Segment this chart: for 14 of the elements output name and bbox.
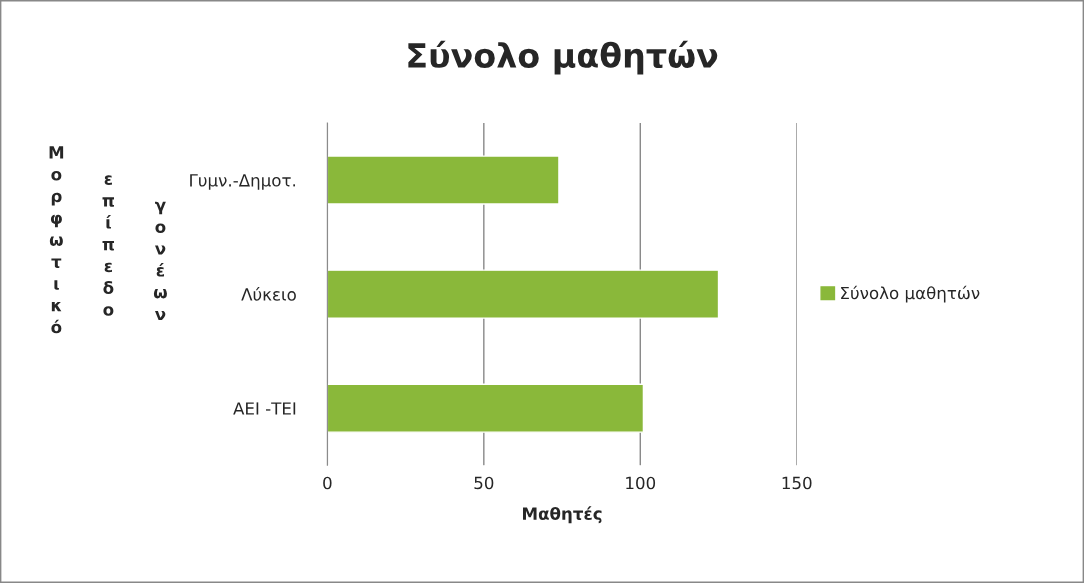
y-tick-label: Γυμν.-Δημοτ. [190,174,296,190]
x-axis-title: Μαθητές [523,506,602,524]
bar [327,155,560,205]
bar [327,383,645,433]
x-tick-label: 100 [626,476,656,490]
y-tick-label: Λύκειο [241,287,296,301]
y-tick-label: ΑΕΙ -ΤΕΙ [233,402,296,415]
x-tick-label: 0 [323,476,332,490]
bar [327,269,720,319]
x-tick-label: 150 [782,476,812,490]
text: Μορφωτικό επίπεδο γονέων [49,146,167,334]
x-tick-label: 50 [474,476,494,490]
legend-label: Σύνολο μαθητών [841,285,980,303]
chart-title: Σύνολο μαθητών [408,40,718,75]
